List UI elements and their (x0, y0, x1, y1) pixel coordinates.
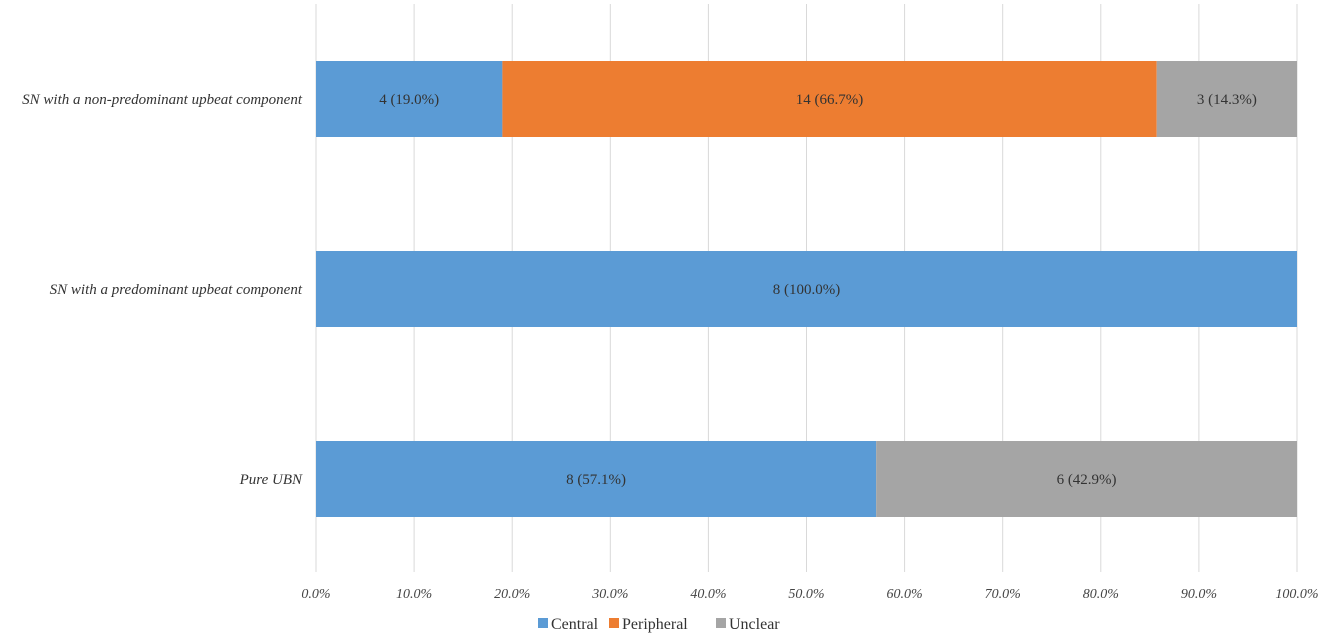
bar-segment-central (316, 251, 1297, 327)
x-tick-label: 60.0% (887, 587, 923, 602)
bar-segment-central (316, 61, 503, 137)
bar-segment-unclear (876, 441, 1297, 517)
category-label: Pure UBN (239, 472, 303, 488)
x-tick-label: 30.0% (591, 587, 628, 602)
x-tick-label: 40.0% (690, 587, 726, 602)
x-tick-label: 80.0% (1083, 587, 1119, 602)
legend: Central Peripheral Unclear (538, 616, 780, 633)
x-tick-label: 20.0% (494, 587, 530, 602)
bar-segments: 4 (19.0%) 14 (66.7%) 3 (14.3%) 8 (100.0%) 8 … (316, 61, 1297, 517)
legend-swatch-peripheral (609, 618, 619, 628)
data-label: 6 (42.9%) (1057, 472, 1117, 488)
x-axis-tick-labels: 0.0% 10.0% 20.0% 30.0% 40.0% 50.0% 60.0% 70.0% 8… (301, 587, 1318, 602)
bar-segment-unclear (1156, 61, 1297, 137)
data-label: 3 (14.3%) (1197, 92, 1257, 108)
x-tick-label: 70.0% (985, 587, 1021, 602)
legend-label-peripheral: Peripheral (622, 616, 688, 633)
category-label: SN with a predominant upbeat component (50, 282, 303, 298)
bar-segment-central (316, 441, 877, 517)
data-label: 14 (66.7%) (796, 92, 864, 108)
x-tick-label: 0.0% (301, 587, 330, 602)
category-labels: SN with a non-predominant upbeat compone… (22, 92, 303, 488)
x-tick-label: 90.0% (1181, 587, 1217, 602)
bar-segment-peripheral (502, 61, 1157, 137)
legend-swatch-central (538, 618, 548, 628)
x-tick-label: 10.0% (396, 587, 432, 602)
x-tick-label: 100.0% (1275, 587, 1318, 602)
data-label: 4 (19.0%) (379, 92, 439, 108)
data-label: 8 (100.0%) (773, 282, 841, 298)
legend-swatch-unclear (716, 618, 726, 628)
category-label: SN with a non-predominant upbeat compone… (22, 92, 303, 108)
x-tick-label: 50.0% (788, 587, 824, 602)
legend-label-unclear: Unclear (729, 616, 780, 633)
legend-label-central: Central (551, 616, 599, 633)
data-label: 8 (57.1%) (566, 472, 626, 488)
